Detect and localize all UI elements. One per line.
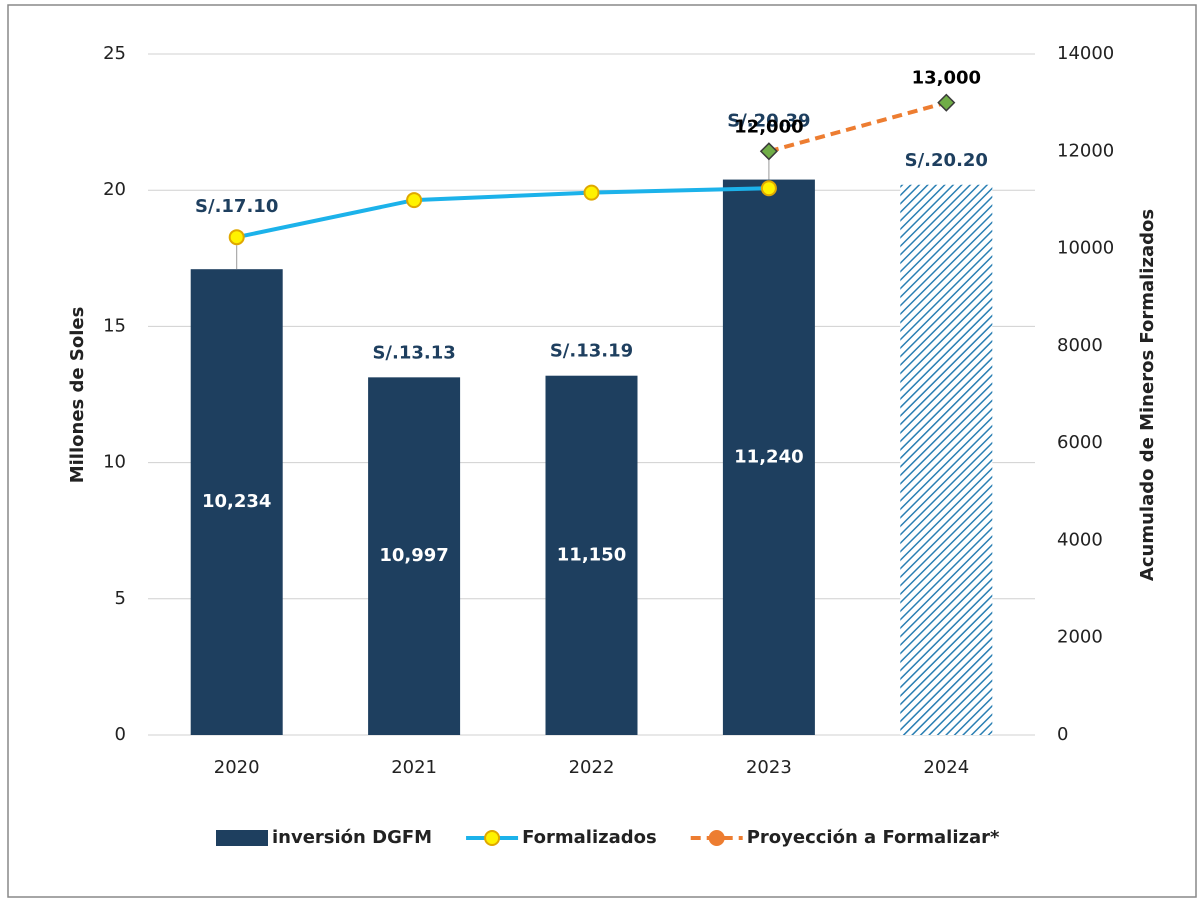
line-value-label: 12,000 [734,116,803,137]
bar-value-label: S/.17.10 [195,196,278,217]
y-tick-label: 10 [103,452,126,473]
bar [722,179,815,735]
y-tick-label: 0 [115,724,126,745]
legend-label: Proyección a Formalizar* [747,827,1000,848]
y-axis-title: Millones de Soles [67,307,88,484]
x-tick-label: 2021 [391,757,437,778]
y2-tick-label: 8000 [1057,335,1103,356]
bar [368,377,461,735]
y2-tick-label: 14000 [1057,43,1114,64]
marker [759,142,778,161]
marker [406,192,423,209]
y2-tick-label: 10000 [1057,238,1114,259]
line-value-label: 11,240 [734,446,803,467]
legend-marker [484,830,501,846]
marker [937,93,956,112]
legend-marker [708,830,725,846]
y2-axis-title: Acumulado de Mineros Formalizados [1137,209,1158,581]
marker [760,180,777,197]
y2-tick-label: 6000 [1057,432,1103,453]
chart-border [7,4,1197,898]
y2-tick-label: 0 [1057,724,1068,745]
bar-value-label: S/.13.13 [372,342,455,363]
bar-value-label: S/.20.20 [905,150,988,171]
line-value-label: 11,150 [557,544,626,565]
bar [545,375,638,735]
x-tick-label: 2020 [214,757,260,778]
legend-label: Formalizados [522,827,657,848]
legend-swatch [216,830,268,846]
legend-label: inversión DGFM [272,827,432,848]
y-tick-label: 5 [115,588,126,609]
bar [190,269,283,735]
x-tick-label: 2023 [746,757,792,778]
x-tick-label: 2022 [569,757,615,778]
y-tick-label: 25 [103,43,126,64]
x-tick-label: 2024 [923,757,969,778]
y-tick-label: 20 [103,179,126,200]
y-tick-label: 15 [103,315,126,336]
bar-value-label: S/.13.19 [550,341,633,362]
y2-tick-label: 2000 [1057,627,1103,648]
bar-value-label: S/.20.39 [727,110,810,131]
y2-tick-label: 4000 [1057,529,1103,550]
line [768,100,947,154]
marker [228,229,245,246]
bar [900,184,993,735]
line-value-label: 10,997 [379,545,448,566]
marker [583,184,600,201]
line-value-label: 10,234 [202,491,271,512]
line [236,186,769,240]
line-value-label: 13,000 [912,68,981,89]
y2-tick-label: 12000 [1057,140,1114,161]
